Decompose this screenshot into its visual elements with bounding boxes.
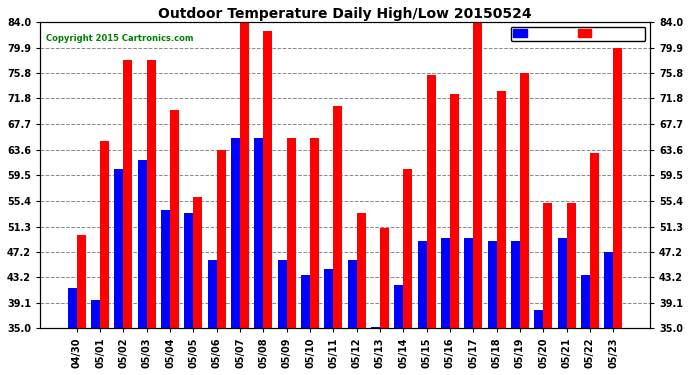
Bar [286,138,295,328]
Bar [348,260,357,328]
Bar [535,310,543,328]
Bar [581,275,590,328]
Bar [68,288,77,328]
Bar [138,160,147,328]
Bar [301,275,310,328]
Bar [115,169,124,328]
Bar [371,327,380,328]
Bar [395,285,404,328]
Bar [590,153,599,328]
Bar [193,197,202,328]
Bar [404,169,412,328]
Bar [520,74,529,328]
Bar [217,150,226,328]
Bar [231,138,240,328]
Bar [441,238,450,328]
Bar [255,138,264,328]
Bar [77,235,86,328]
Bar [488,241,497,328]
Bar [497,91,506,328]
Bar [464,238,473,328]
Bar [184,213,193,328]
Bar [543,203,552,328]
Title: Outdoor Temperature Daily High/Low 20150524: Outdoor Temperature Daily High/Low 20150… [158,7,532,21]
Bar [613,48,622,328]
Bar [208,260,217,328]
Bar [511,241,520,328]
Bar [161,210,170,328]
Bar [100,141,109,328]
Bar [124,60,132,328]
Bar [380,228,389,328]
Bar [91,300,100,328]
Bar [240,22,249,328]
Bar [324,269,333,328]
Bar [558,238,566,328]
Legend: Low  (°F), High  (°F): Low (°F), High (°F) [511,27,645,41]
Bar [264,32,272,328]
Bar [333,106,342,328]
Bar [147,60,155,328]
Text: Copyright 2015 Cartronics.com: Copyright 2015 Cartronics.com [46,34,194,44]
Bar [450,94,459,328]
Bar [170,110,179,328]
Bar [473,22,482,328]
Bar [426,75,435,328]
Bar [357,213,366,328]
Bar [310,138,319,328]
Bar [604,252,613,328]
Bar [418,241,426,328]
Bar [566,203,575,328]
Bar [278,260,286,328]
